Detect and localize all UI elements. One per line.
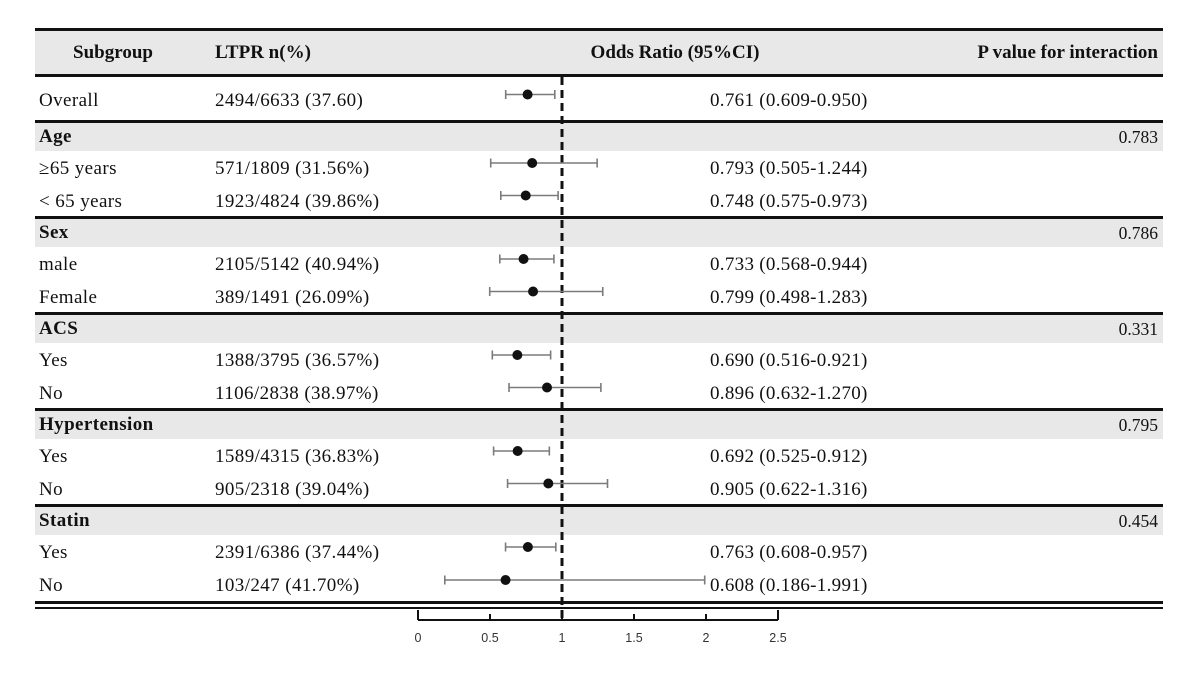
odds-ratio-value: 0.763 (0.608-0.957) [710, 542, 868, 563]
subgroup-label: < 65 years [39, 190, 123, 212]
odds-ratio-value: 0.690 (0.516-0.921) [710, 350, 868, 371]
data-row-yes: Yes 1388/3795 (36.57%) 0.690 (0.516-0.921) [35, 343, 1163, 375]
ltpr-value: 2494/6633 (37.60) [215, 89, 364, 111]
subgroup-label: Statin [39, 510, 90, 531]
odds-ratio-value: 0.905 (0.622-1.316) [710, 478, 868, 500]
data-row-yes: Yes 1589/4315 (36.83%) 0.692 (0.525-0.912) [35, 439, 1163, 471]
p-interaction-value: 0.783 [1118, 126, 1158, 147]
x-axis-tick-label: 2.5 [769, 631, 786, 645]
section-row-statin: Statin 0.454 [35, 504, 1163, 535]
p-interaction-value: 0.795 [1118, 414, 1158, 435]
bottom-rule-thin [35, 607, 1163, 609]
odds-ratio-value: 0.793 (0.505-1.244) [710, 158, 868, 179]
subgroup-label: Overall [39, 89, 99, 111]
p-interaction-value: 0.454 [1118, 510, 1158, 531]
subgroup-label: Yes [39, 350, 68, 371]
ltpr-value: 571/1809 (31.56%) [215, 158, 370, 179]
ltpr-value: 1923/4824 (39.86%) [215, 190, 380, 212]
header-subgroup: Subgroup [73, 41, 153, 63]
ltpr-value: 1106/2838 (38.97%) [215, 382, 379, 404]
bottom-rule-thick [35, 601, 1163, 604]
subgroup-label: No [39, 575, 64, 596]
odds-ratio-value: 0.799 (0.498-1.283) [710, 286, 868, 308]
subgroup-label: ACS [39, 318, 79, 339]
header-p-value: P value for interaction [977, 41, 1158, 63]
forest-table: Subgroup LTPR n(%) Odds Ratio (95%CI) P … [35, 28, 1163, 609]
subgroup-label: Yes [39, 446, 68, 467]
data-row-65-years: ≥65 years 571/1809 (31.56%) 0.793 (0.505-1… [35, 151, 1163, 183]
header-odds-ratio: Odds Ratio (95%CI) [590, 41, 760, 63]
odds-ratio-value: 0.608 (0.186-1.991) [710, 575, 868, 596]
section-row-acs: ACS 0.331 [35, 312, 1163, 343]
x-axis-tick-label: 0 [415, 631, 422, 645]
subgroup-label: Age [39, 126, 72, 147]
data-row-65-years: < 65 years 1923/4824 (39.86%) 0.748 (0.575… [35, 183, 1163, 216]
bottom-rule-gap [35, 604, 1163, 607]
ltpr-value: 1589/4315 (36.83%) [215, 446, 380, 467]
subgroup-label: Yes [39, 542, 68, 563]
subgroup-label: ≥65 years [39, 158, 117, 179]
data-row-overall: Overall 2494/6633 (37.60) 0.761 (0.609-0.9… [35, 77, 1163, 120]
odds-ratio-value: 0.761 (0.609-0.950) [710, 89, 868, 111]
ltpr-value: 2391/6386 (37.44%) [215, 542, 380, 563]
section-row-sex: Sex 0.786 [35, 216, 1163, 247]
data-row-no: No 905/2318 (39.04%) 0.905 (0.622-1.316) [35, 471, 1163, 504]
x-axis-tick-label: 2 [703, 631, 710, 645]
header-ltpr: LTPR n(%) [215, 41, 311, 63]
ltpr-value: 2105/5142 (40.94%) [215, 254, 380, 275]
odds-ratio-value: 0.896 (0.632-1.270) [710, 382, 868, 404]
odds-ratio-value: 0.748 (0.575-0.973) [710, 190, 868, 212]
data-row-female: Female 389/1491 (26.09%) 0.799 (0.498-1.28… [35, 279, 1163, 312]
subgroup-label: Female [39, 286, 98, 308]
subgroup-label: male [39, 254, 78, 275]
data-row-yes: Yes 2391/6386 (37.44%) 0.763 (0.608-0.957) [35, 535, 1163, 567]
p-interaction-value: 0.331 [1118, 318, 1158, 339]
subgroup-label: No [39, 478, 64, 500]
data-row-no: No 1106/2838 (38.97%) 0.896 (0.632-1.270) [35, 375, 1163, 408]
table-header-row: Subgroup LTPR n(%) Odds Ratio (95%CI) P … [35, 28, 1163, 77]
x-axis-tick-label: 1.5 [625, 631, 642, 645]
p-interaction-value: 0.786 [1118, 222, 1158, 243]
data-row-male: male 2105/5142 (40.94%) 0.733 (0.568-0.944… [35, 247, 1163, 279]
subgroup-label: Sex [39, 222, 69, 243]
table-body: Overall 2494/6633 (37.60) 0.761 (0.609-0.9… [35, 77, 1163, 601]
subgroup-label: No [39, 382, 64, 404]
x-axis-tick-label: 1 [559, 631, 566, 645]
odds-ratio-value: 0.733 (0.568-0.944) [710, 254, 868, 275]
ltpr-value: 1388/3795 (36.57%) [215, 350, 380, 371]
x-axis-tick-label: 0.5 [481, 631, 498, 645]
odds-ratio-value: 0.692 (0.525-0.912) [710, 446, 868, 467]
section-row-hypertension: Hypertension 0.795 [35, 408, 1163, 439]
ltpr-value: 389/1491 (26.09%) [215, 286, 370, 308]
data-row-no: No 103/247 (41.70%) 0.608 (0.186-1.991) [35, 567, 1163, 601]
ltpr-value: 905/2318 (39.04%) [215, 478, 370, 500]
section-row-age: Age 0.783 [35, 120, 1163, 151]
ltpr-value: 103/247 (41.70%) [215, 575, 360, 596]
subgroup-label: Hypertension [39, 414, 154, 435]
